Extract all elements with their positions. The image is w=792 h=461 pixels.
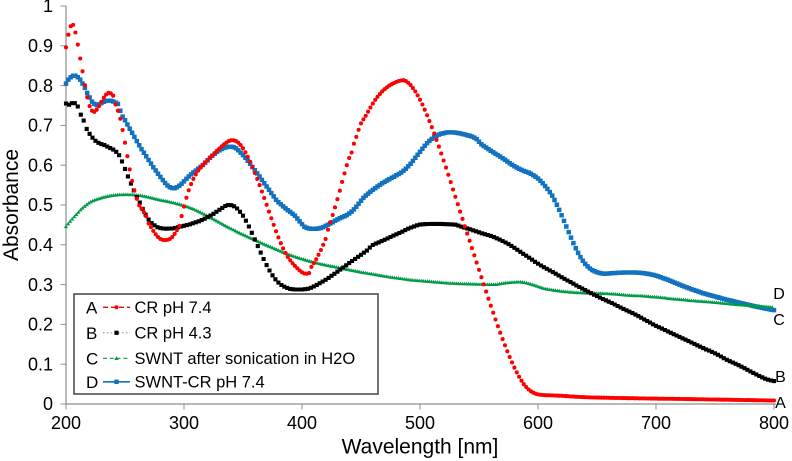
svg-text:0.9: 0.9 bbox=[28, 36, 53, 56]
svg-text:0.8: 0.8 bbox=[28, 76, 53, 96]
svg-text:800: 800 bbox=[759, 413, 789, 433]
svg-text:400: 400 bbox=[287, 413, 317, 433]
svg-text:600: 600 bbox=[523, 413, 553, 433]
svg-text:Absorbance: Absorbance bbox=[0, 149, 23, 261]
svg-text:700: 700 bbox=[641, 413, 671, 433]
svg-text:SWNT after sonication in H2O: SWNT after sonication in H2O bbox=[135, 350, 356, 368]
svg-text:200: 200 bbox=[51, 413, 81, 433]
svg-text:1: 1 bbox=[43, 0, 53, 16]
svg-text:0: 0 bbox=[43, 394, 53, 414]
svg-text:0.7: 0.7 bbox=[28, 116, 53, 136]
svg-text:B: B bbox=[86, 324, 97, 343]
svg-text:SWNT-CR pH 7.4: SWNT-CR pH 7.4 bbox=[135, 374, 265, 392]
svg-text:0.5: 0.5 bbox=[28, 195, 53, 215]
svg-text:C: C bbox=[773, 312, 785, 329]
svg-text:C: C bbox=[86, 349, 98, 368]
svg-text:0.3: 0.3 bbox=[28, 275, 53, 295]
svg-text:D: D bbox=[86, 373, 98, 392]
svg-text:500: 500 bbox=[405, 413, 435, 433]
svg-text:0.6: 0.6 bbox=[28, 155, 53, 175]
svg-text:B: B bbox=[775, 369, 786, 386]
svg-text:0.1: 0.1 bbox=[28, 354, 53, 374]
svg-text:A: A bbox=[775, 395, 786, 412]
svg-text:D: D bbox=[773, 286, 785, 303]
svg-text:A: A bbox=[86, 298, 98, 317]
svg-text:CR pH 4.3: CR pH 4.3 bbox=[135, 325, 212, 343]
svg-text:0.4: 0.4 bbox=[28, 235, 53, 255]
svg-text:0.2: 0.2 bbox=[28, 315, 53, 335]
svg-text:300: 300 bbox=[169, 413, 199, 433]
svg-text:Wavelength [nm]: Wavelength [nm] bbox=[342, 436, 499, 459]
svg-text:CR pH 7.4: CR pH 7.4 bbox=[135, 299, 212, 317]
